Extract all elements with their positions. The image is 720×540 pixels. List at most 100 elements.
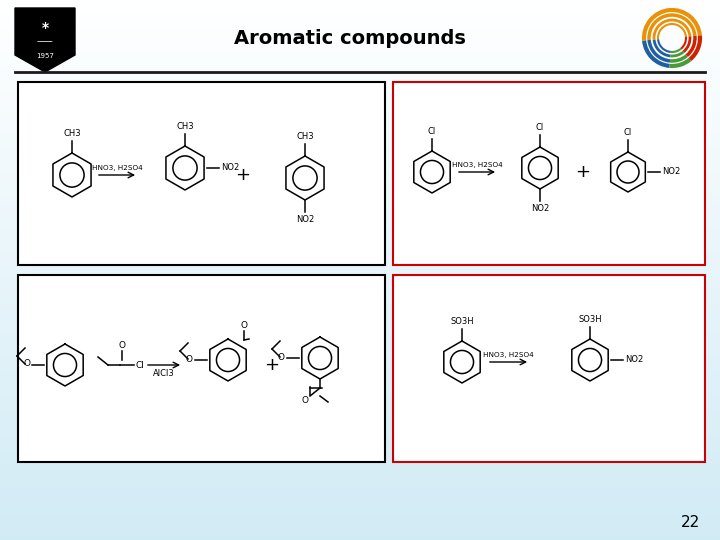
Bar [0,249,720,250]
Bar [0,85,720,86]
Bar [0,113,720,114]
Bar [0,522,720,523]
Bar [0,170,720,171]
Bar [0,135,720,136]
Bar [0,219,720,220]
Bar [0,25,720,26]
Bar [0,65,720,66]
Bar [0,313,720,314]
Bar [0,342,720,343]
Bar [0,104,720,105]
Bar [0,333,720,334]
Bar [0,106,720,107]
Bar [0,139,720,140]
Text: CH3: CH3 [296,132,314,141]
Bar [0,188,720,189]
Bar [0,456,720,457]
Bar [0,323,720,324]
Bar [0,447,720,448]
Text: O: O [278,353,285,361]
Bar [0,390,720,391]
Bar [0,501,720,502]
Bar [0,105,720,106]
Bar [0,10,720,11]
Bar [0,95,720,96]
Bar [0,525,720,526]
Bar [0,383,720,384]
Bar [0,103,720,104]
Bar [0,529,720,530]
Bar [0,509,720,510]
Bar [0,274,720,275]
Text: CH3: CH3 [176,122,194,131]
Bar [0,427,720,428]
Bar [0,372,720,373]
Bar [0,140,720,141]
Bar [0,19,720,20]
Bar [0,112,720,113]
Bar [0,301,720,302]
Bar [0,464,720,465]
Text: NO2: NO2 [531,204,549,213]
Bar [0,330,720,331]
Bar [0,90,720,91]
Bar [0,369,720,370]
Bar [0,470,720,471]
Bar [0,74,720,75]
Bar [0,252,720,253]
Bar [0,340,720,341]
Bar [0,192,720,193]
Bar [0,308,720,309]
Bar [0,395,720,396]
Bar [0,269,720,270]
Text: HNO3, H2SO4: HNO3, H2SO4 [483,352,534,358]
Bar [0,239,720,240]
Bar [0,126,720,127]
Bar [0,262,720,263]
Bar [0,407,720,408]
Bar [0,326,720,327]
Bar [0,96,720,97]
Bar [0,5,720,6]
Bar [0,272,720,273]
Bar [0,199,720,200]
Bar [0,210,720,211]
Bar [0,57,720,58]
Bar [0,155,720,156]
Bar [0,362,720,363]
Bar [0,211,720,212]
Bar [0,422,720,423]
Bar [0,173,720,174]
Bar [0,317,720,318]
Bar [0,403,720,404]
Bar [0,312,720,313]
Bar [0,70,720,71]
Bar [0,367,720,368]
Bar [0,409,720,410]
Bar [0,119,720,120]
Bar [0,506,720,507]
Text: O: O [186,354,193,363]
Bar [0,469,720,470]
Bar [0,516,720,517]
Bar [0,270,720,271]
Bar [0,389,720,390]
Bar [0,281,720,282]
Bar [0,271,720,272]
Bar [0,68,720,69]
Bar [0,175,720,176]
Bar [0,532,720,533]
Bar [0,373,720,374]
Bar [0,213,720,214]
Bar [0,58,720,59]
Bar [0,225,720,226]
Bar [0,178,720,179]
Bar [0,3,720,4]
Bar [0,449,720,450]
Bar [0,320,720,321]
Bar [0,488,720,489]
Bar [0,193,720,194]
Bar [0,345,720,346]
Bar [0,196,720,197]
Bar [0,165,720,166]
